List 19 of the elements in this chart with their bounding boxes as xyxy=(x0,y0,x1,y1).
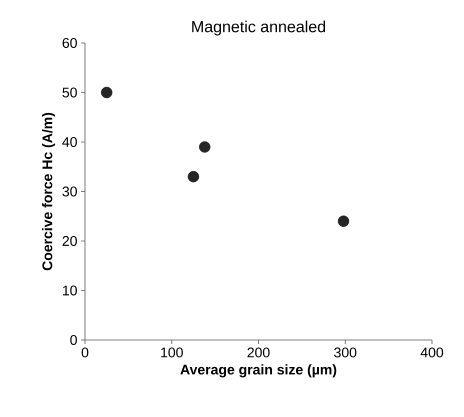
point xyxy=(188,170,200,182)
y-axis-title: Coercive force Hc (A/m) xyxy=(42,112,56,270)
x-axis-title: Average grain size (µm) xyxy=(180,364,336,378)
x-tick-label: 200 xyxy=(248,348,270,358)
y-tick-label: 40 xyxy=(62,137,77,147)
point xyxy=(199,141,210,153)
y-tick-label: 0 xyxy=(70,335,77,345)
y-tick-label: 30 xyxy=(62,186,77,196)
y-tick-label: 50 xyxy=(62,88,77,98)
x-tick-label: 400 xyxy=(420,348,444,358)
x-tick-label: 0 xyxy=(82,348,88,358)
y-tick-label: 60 xyxy=(62,38,77,48)
point xyxy=(338,216,350,227)
x-tick-label: 100 xyxy=(161,348,183,358)
y-tick-label: 10 xyxy=(62,286,77,296)
chart-title: Magnetic annealed xyxy=(192,20,326,36)
x-tick-label: 300 xyxy=(334,348,356,358)
y-tick-label: 20 xyxy=(62,236,77,246)
point xyxy=(100,86,112,98)
